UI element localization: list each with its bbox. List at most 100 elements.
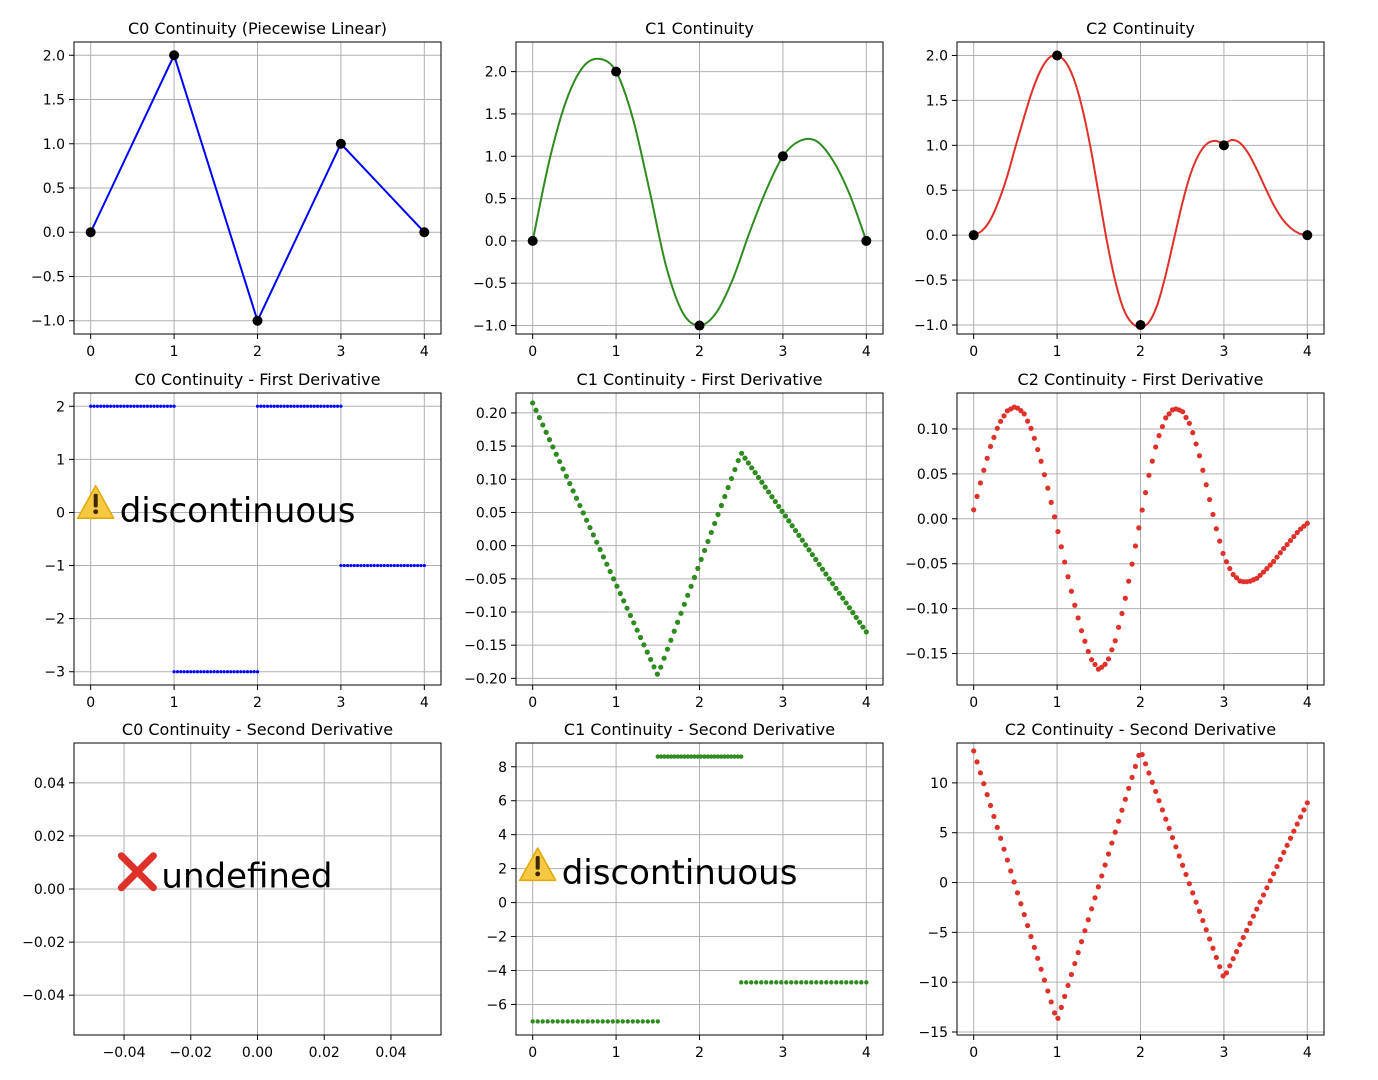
- chart-title: C0 Continuity (Piecewise Linear): [128, 19, 387, 38]
- scatter-point: [744, 980, 749, 985]
- scatter-point: [372, 563, 376, 568]
- scatter-point: [535, 1019, 540, 1024]
- y-tick-label: −10: [918, 975, 948, 991]
- y-tick-label: −0.02: [22, 935, 65, 951]
- scatter-point: [1183, 414, 1189, 421]
- scatter-point: [1297, 526, 1304, 532]
- warning-bar: [535, 855, 540, 870]
- scatter-point: [752, 470, 758, 476]
- scatter-point: [1122, 595, 1128, 601]
- scatter-point: [149, 404, 153, 408]
- scatter-point: [1281, 849, 1287, 856]
- x-tick-label: 0: [86, 695, 95, 711]
- scatter-point: [1153, 788, 1159, 795]
- scatter-point: [1223, 970, 1230, 976]
- y-tick-label: −2: [44, 612, 65, 628]
- scatter-point: [691, 574, 698, 580]
- scatter-point: [1031, 435, 1037, 441]
- scatter-point: [533, 407, 539, 413]
- scatter-point: [1146, 472, 1152, 478]
- scatter-point: [739, 450, 745, 456]
- scatter-point: [655, 754, 660, 759]
- scatter-point: [235, 670, 240, 674]
- y-tick-label: 0.0: [926, 228, 948, 244]
- chart-c1d1: C1 Continuity - First Derivative 0 1 2 3 4 −0.…: [464, 370, 884, 711]
- control-point: [1052, 50, 1063, 61]
- scatter-point: [1085, 648, 1091, 655]
- scatter-point: [272, 404, 276, 408]
- x-tick-label: 4: [1303, 695, 1312, 711]
- scatter-point: [145, 404, 149, 408]
- scatter-point: [1102, 862, 1108, 868]
- scatter-point: [1075, 949, 1081, 956]
- scatter-point: [655, 1019, 660, 1024]
- scatter-point: [637, 634, 644, 641]
- scatter-point: [661, 655, 667, 661]
- scatter-point: [1075, 615, 1081, 621]
- scatter-point: [1038, 458, 1044, 464]
- scatter-point: [765, 489, 772, 495]
- scatter-point: [1119, 807, 1125, 813]
- scatter-point: [1301, 807, 1307, 813]
- scatter-point: [1304, 800, 1310, 806]
- scatter-point: [685, 592, 691, 598]
- scatter-point: [1132, 763, 1139, 770]
- scatter-point: [1264, 566, 1270, 572]
- scatter-point: [1159, 423, 1166, 430]
- chart-title: C0 Continuity - Second Derivative: [122, 720, 393, 739]
- scatter-point: [152, 404, 156, 408]
- scatter-point: [1001, 413, 1007, 419]
- scatter-point: [349, 563, 353, 568]
- scatter-point: [550, 1019, 555, 1024]
- axes-frame: [515, 41, 884, 335]
- scatter-point: [1267, 878, 1273, 884]
- scatter-point: [575, 1019, 580, 1024]
- scatter-point: [650, 1019, 655, 1024]
- scatter-point: [1244, 927, 1250, 933]
- chart-c1d2: C1 Continuity - Second Derivative 0 1 2 3 4 −6…: [486, 720, 884, 1061]
- scatter-point: [834, 980, 839, 985]
- scatter-point: [1301, 523, 1307, 529]
- x-tick-label: 2: [695, 1045, 704, 1061]
- scatter-point: [1051, 514, 1058, 520]
- y-tick-label: −4: [486, 963, 507, 979]
- scatter-point: [735, 754, 741, 759]
- scatter-point: [1271, 871, 1277, 877]
- scatter-point: [804, 980, 809, 985]
- scatter-point: [1196, 908, 1203, 914]
- scatter-point: [971, 748, 977, 754]
- scatter-point: [339, 563, 343, 568]
- scatter-point: [849, 980, 854, 985]
- scatter-point: [557, 458, 563, 465]
- scatter-point: [860, 624, 866, 630]
- scatter-point: [1274, 554, 1280, 560]
- scatter-point: [1105, 851, 1112, 857]
- plot-area: [530, 754, 869, 1024]
- scatter-point: [1139, 507, 1145, 513]
- warning-bar: [93, 493, 98, 508]
- scatter-point: [1089, 906, 1095, 912]
- scatter-point: [175, 670, 180, 674]
- scatter-point: [1021, 411, 1027, 417]
- scatter-point: [169, 404, 173, 408]
- scatter-point: [715, 511, 721, 518]
- scatter-point: [610, 1019, 615, 1024]
- chart-c2d1: C2 Continuity - First Derivative 0 1 2 3 4 −0.…: [905, 370, 1325, 711]
- scatter-point: [259, 404, 263, 408]
- y-tick-label: 2.0: [43, 48, 65, 64]
- y-tick-label: 0: [939, 876, 948, 892]
- scatter-point: [1166, 825, 1172, 831]
- scatter-point: [722, 493, 728, 500]
- y-tick-label: 1.0: [43, 137, 65, 153]
- scatter-point: [823, 571, 829, 577]
- x-tick-label: −0.04: [103, 1045, 146, 1061]
- scatter-point: [1230, 956, 1236, 962]
- scatter-point: [648, 656, 654, 663]
- scatter-point: [185, 670, 190, 674]
- scatter-point: [1109, 840, 1115, 846]
- scatter-point: [1213, 526, 1219, 532]
- scatter-point: [1045, 485, 1051, 491]
- scatter-point: [1068, 971, 1075, 978]
- scatter-point: [674, 619, 681, 625]
- scatter-point: [1193, 899, 1199, 905]
